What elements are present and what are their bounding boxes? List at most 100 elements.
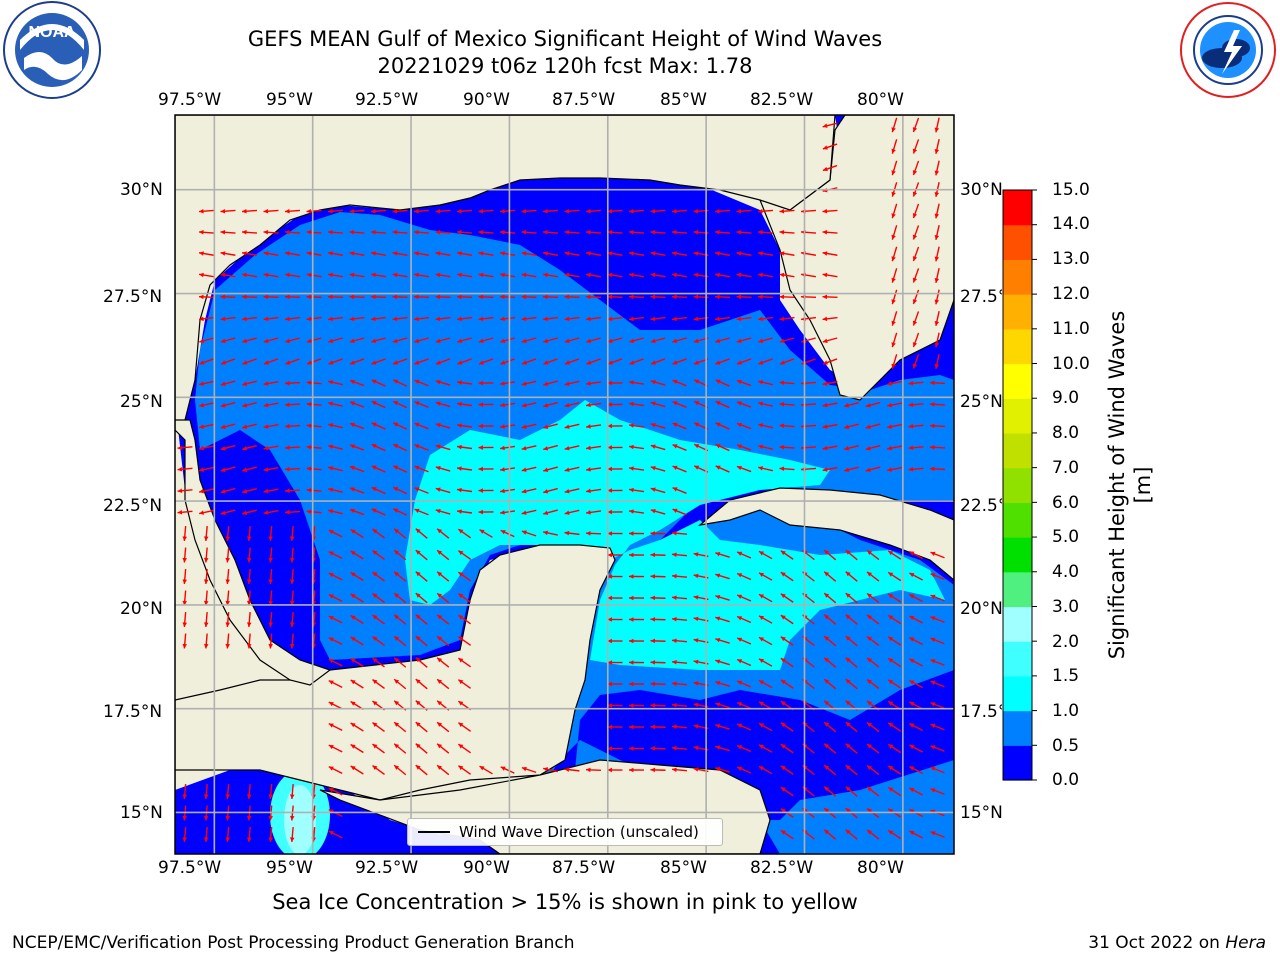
wind-wave-arrow xyxy=(564,272,580,278)
wind-wave-arrow xyxy=(263,316,279,322)
wind-wave-arrow xyxy=(672,487,687,494)
wind-wave-arrow xyxy=(628,316,645,322)
wind-wave-arrow xyxy=(371,337,386,344)
wind-wave-arrow xyxy=(780,636,794,646)
wind-wave-arrow xyxy=(349,251,365,256)
wind-wave-arrow xyxy=(372,614,385,625)
wind-wave-arrow xyxy=(671,616,688,622)
wind-wave-arrow xyxy=(823,786,837,797)
wind-wave-arrow xyxy=(414,487,429,494)
wind-wave-arrow xyxy=(393,571,407,582)
wind-wave-arrow xyxy=(392,400,408,409)
wind-wave-arrow xyxy=(263,509,279,515)
wind-wave-arrow xyxy=(414,379,429,387)
wind-wave-arrow xyxy=(284,466,301,472)
wind-wave-arrow xyxy=(736,272,752,278)
wind-wave-arrow xyxy=(822,466,838,472)
wind-wave-arrow xyxy=(866,764,880,776)
wind-wave-arrow xyxy=(650,444,666,451)
wind-wave-arrow xyxy=(758,337,773,344)
wind-wave-arrow xyxy=(521,766,537,774)
wind-wave-arrow xyxy=(671,638,688,643)
wind-wave-arrow xyxy=(909,722,923,732)
wind-wave-arrow xyxy=(671,745,688,751)
colorbar-swatch xyxy=(1003,675,1032,712)
x-tick-top: 95°W xyxy=(266,90,313,110)
colorbar-swatch xyxy=(1003,502,1032,538)
wind-wave-arrow xyxy=(328,637,343,645)
wind-wave-arrow xyxy=(564,380,580,386)
wind-wave-arrow xyxy=(909,679,923,689)
wind-wave-arrow xyxy=(478,251,494,256)
colorbar-tick: 2.0 xyxy=(1052,632,1080,652)
wind-wave-arrow xyxy=(823,657,837,668)
wind-wave-arrow xyxy=(779,358,795,365)
colorbar-swatch xyxy=(1003,606,1032,642)
wind-wave-arrow xyxy=(672,337,687,344)
wind-wave-arrow xyxy=(543,401,558,408)
wind-wave-arrow xyxy=(542,272,559,278)
wind-wave-arrow xyxy=(607,358,623,365)
wind-wave-arrow xyxy=(392,358,408,365)
wind-wave-arrow xyxy=(650,229,666,235)
wind-wave-arrow xyxy=(780,571,794,582)
wind-wave-arrow xyxy=(521,294,537,300)
wind-wave-arrow xyxy=(822,445,838,451)
wind-wave-arrow xyxy=(268,547,273,563)
wind-wave-arrow xyxy=(306,208,322,214)
wind-wave-arrow xyxy=(887,423,902,429)
wind-wave-arrow xyxy=(671,251,688,256)
wind-wave-arrow xyxy=(393,764,407,776)
wind-wave-arrow xyxy=(865,444,881,451)
wind-wave-arrow xyxy=(909,830,923,839)
wind-wave-arrow xyxy=(736,572,752,581)
wind-wave-arrow xyxy=(479,529,493,538)
wind-wave-arrow xyxy=(371,400,386,409)
wind-wave-arrow xyxy=(758,636,773,646)
wind-wave-arrow xyxy=(456,229,473,235)
wind-wave-arrow xyxy=(263,337,279,344)
legend: Wind Wave Direction (unscaled) xyxy=(407,818,723,846)
wind-wave-arrow xyxy=(499,381,516,386)
wind-wave-arrow xyxy=(736,294,752,300)
wind-wave-arrow xyxy=(715,745,730,752)
wind-wave-arrow xyxy=(909,636,923,646)
wind-wave-arrow xyxy=(203,826,209,843)
wind-wave-arrow xyxy=(628,380,645,385)
wind-wave-arrow xyxy=(934,225,940,240)
wind-wave-arrow xyxy=(435,444,451,451)
wind-wave-arrow xyxy=(478,208,494,214)
wind-wave-arrow xyxy=(715,465,730,473)
wind-wave-arrow xyxy=(564,509,580,515)
wind-wave-arrow xyxy=(177,488,193,494)
colorbar-tick: 1.0 xyxy=(1052,701,1080,721)
wind-wave-arrow xyxy=(242,423,257,429)
wind-wave-arrow xyxy=(564,445,580,451)
colorbar-tick: 0.0 xyxy=(1052,770,1080,790)
wind-wave-arrow xyxy=(220,423,236,429)
x-tick-top: 85°W xyxy=(660,90,707,110)
wind-wave-arrow xyxy=(349,294,365,300)
colorbar-tick: 4.0 xyxy=(1052,562,1080,582)
wind-wave-arrow xyxy=(823,571,837,582)
y-tick-right: 27.5°N xyxy=(960,287,1002,307)
wind-wave-arrow xyxy=(414,401,429,408)
wind-wave-arrow xyxy=(912,311,920,326)
wind-wave-arrow xyxy=(328,787,343,796)
wind-wave-arrow xyxy=(328,701,343,710)
wind-wave-arrow xyxy=(650,595,666,601)
wind-wave-arrow xyxy=(822,143,838,150)
wind-wave-arrow xyxy=(182,611,187,628)
wind-wave-arrow xyxy=(714,294,731,300)
wind-wave-arrow xyxy=(866,786,880,797)
wind-wave-arrow xyxy=(289,783,295,800)
wind-wave-arrow xyxy=(306,251,322,256)
wind-wave-arrow xyxy=(736,316,752,322)
wind-wave-arrow xyxy=(435,508,451,515)
y-tick-right: 30°N xyxy=(960,180,1003,200)
wind-wave-arrow xyxy=(457,657,472,668)
y-tick-left: 20°N xyxy=(120,599,163,619)
wind-wave-arrow xyxy=(715,379,730,387)
wind-wave-arrow xyxy=(225,826,230,843)
